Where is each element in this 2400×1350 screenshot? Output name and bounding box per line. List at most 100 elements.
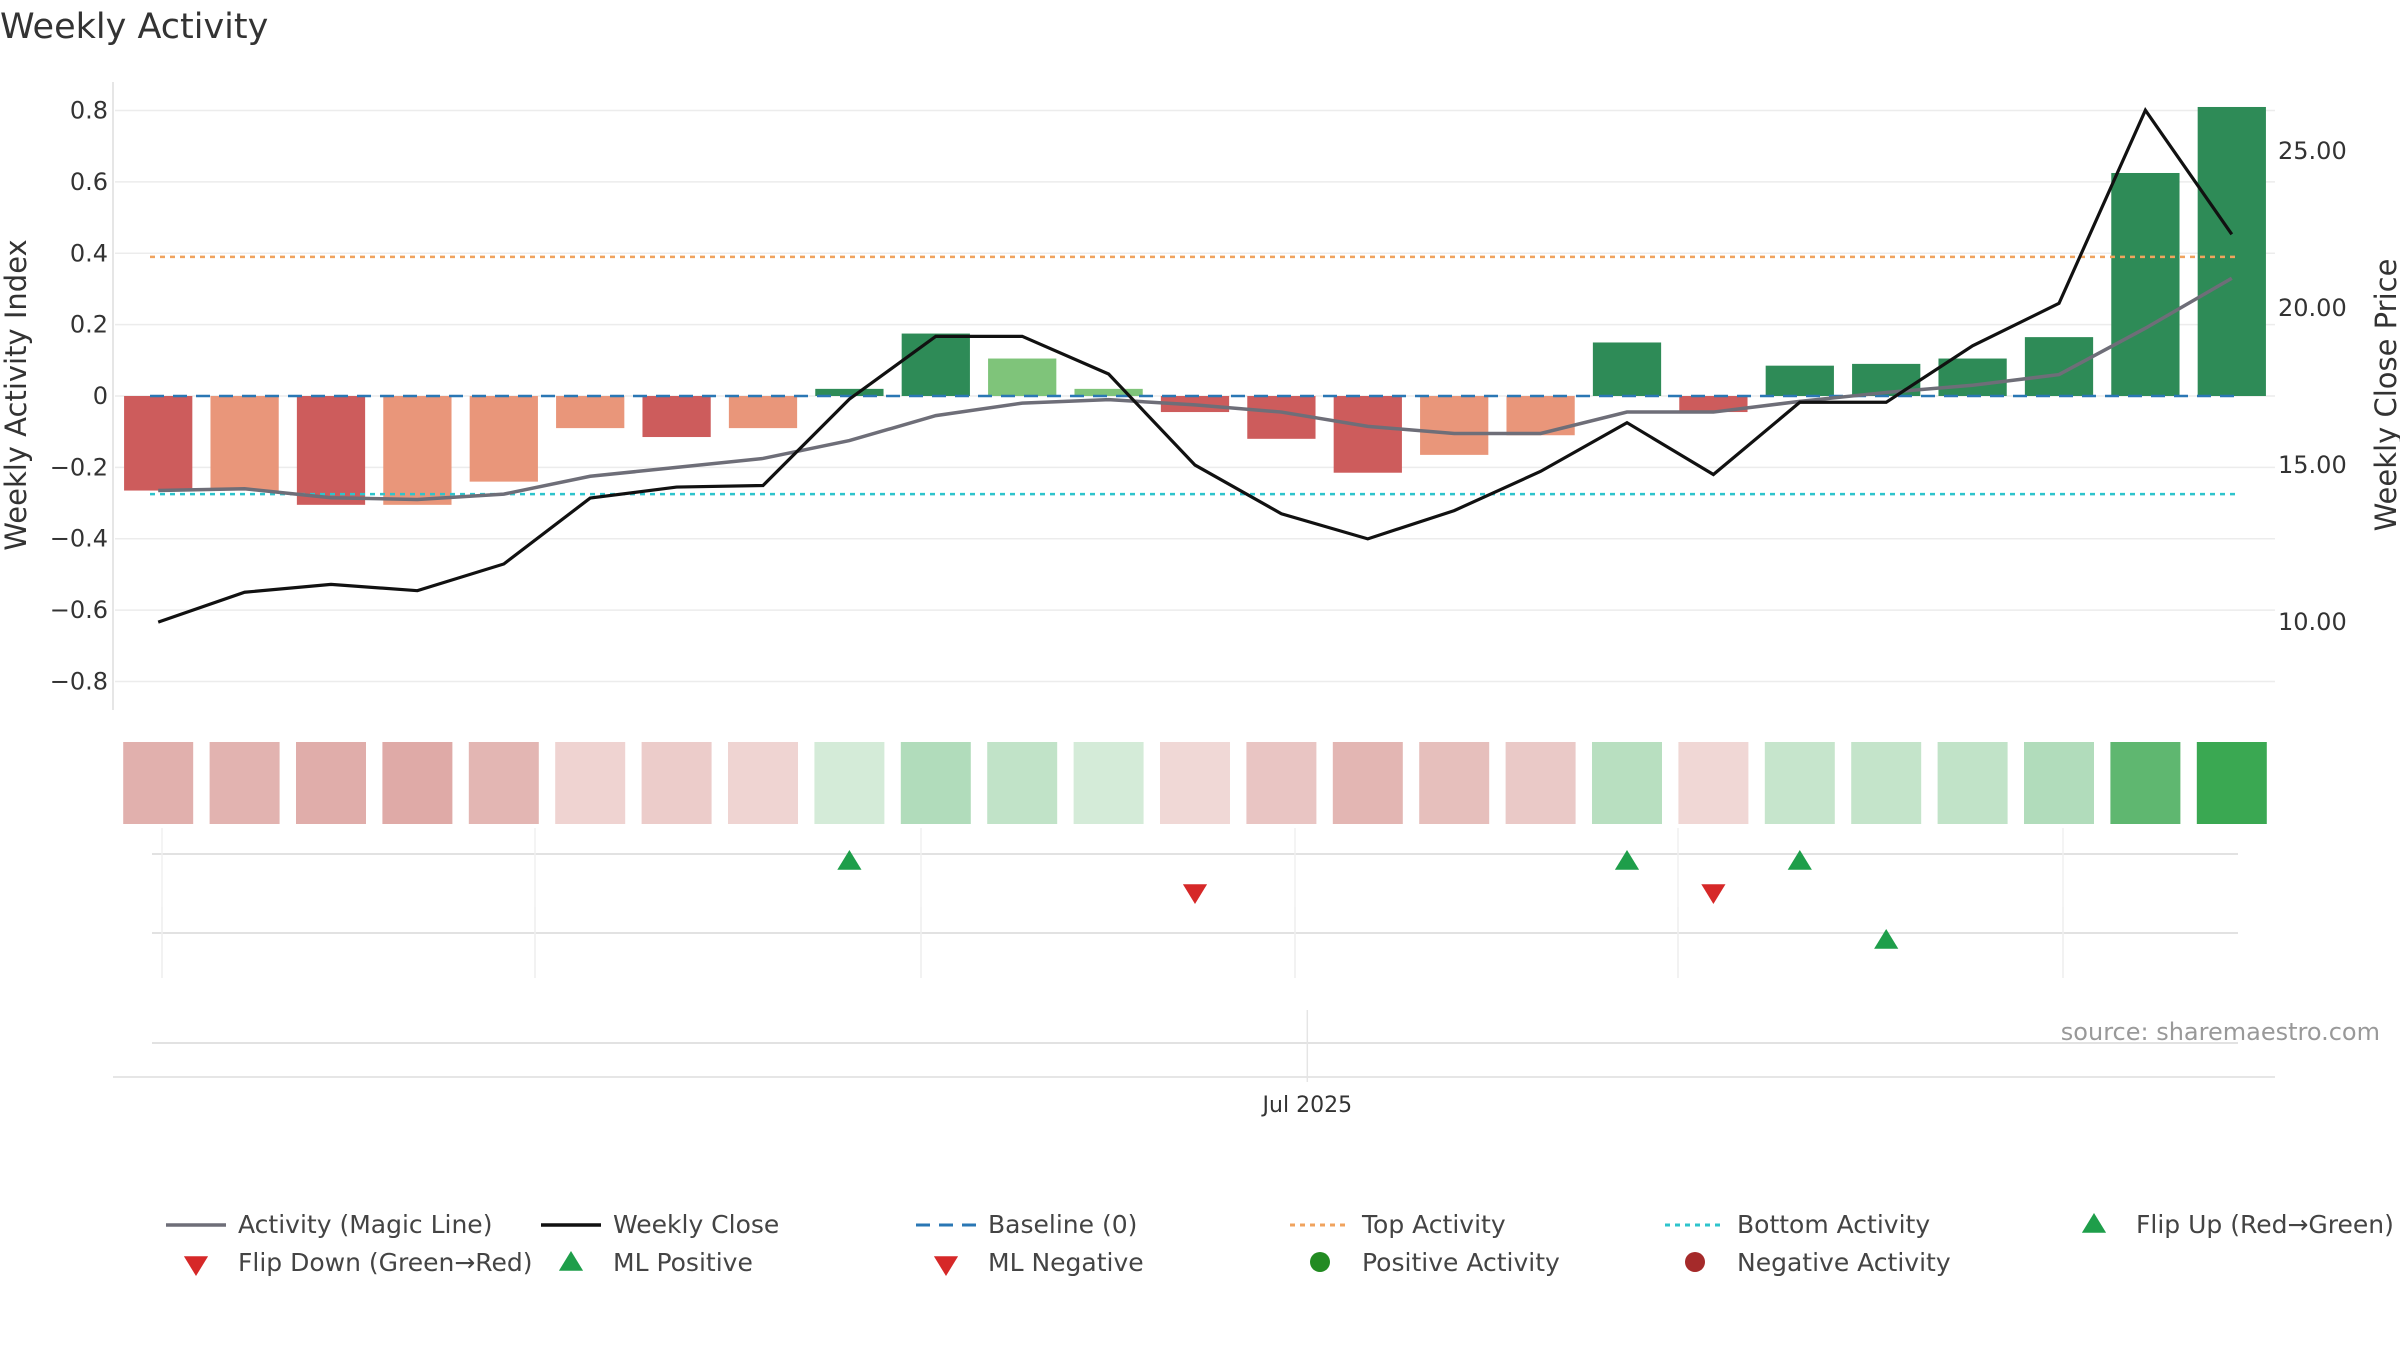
heat-cell (814, 742, 885, 824)
flip-up-marker (1614, 850, 1640, 870)
y2-tick-label: 25.00 (2278, 137, 2347, 165)
activity-bar (728, 396, 798, 429)
legend-label: Activity (Magic Line) (238, 1210, 492, 1239)
heat-cell (1160, 742, 1230, 824)
legend-swatch-triangle-down (933, 1256, 959, 1276)
heat-cell (1332, 742, 1403, 824)
flip-up-marker (837, 850, 862, 870)
activity-bar (1765, 365, 1834, 396)
heat-cell (296, 742, 366, 824)
activity-bar (556, 396, 625, 429)
flip-down-marker (1701, 884, 1726, 904)
legend-item: Baseline (0) (916, 1210, 1137, 1239)
activity-bar (210, 396, 279, 491)
y-tick-label: −0.2 (50, 453, 108, 481)
heat-cell (1419, 742, 1490, 824)
heat-cell (987, 742, 1058, 824)
heat-cell (1937, 742, 2008, 824)
legend-label: ML Negative (988, 1248, 1144, 1277)
legend-label: Bottom Activity (1737, 1210, 1930, 1239)
activity-bar (988, 358, 1057, 396)
heat-cell (641, 742, 712, 824)
heat-cell (1505, 742, 1576, 824)
y-tick-label: 0.8 (70, 97, 108, 125)
legend-item: Negative Activity (1685, 1248, 1951, 1277)
legend-label: Baseline (0) (988, 1210, 1137, 1239)
legend-swatch-dot (1685, 1252, 1705, 1272)
activity-bars (124, 106, 2266, 505)
legend-swatch-triangle-up (558, 1251, 584, 1271)
activity-bar (815, 388, 884, 396)
legend-label: Flip Up (Red→Green) (2136, 1210, 2394, 1239)
chart-title: Weekly Activity (0, 7, 268, 47)
signal-panels (113, 828, 2275, 1082)
legend-swatch-dot (1310, 1252, 1330, 1272)
activity-bar (1938, 358, 2007, 396)
y-tick-label: −0.8 (50, 667, 108, 695)
y-tick-label: 0.6 (70, 168, 108, 196)
heat-cell (2110, 742, 2181, 824)
activity-bar (1074, 388, 1143, 396)
series-lines (157, 107, 2234, 624)
heat-cell (1678, 742, 1749, 824)
legend-item: Weekly Close (541, 1210, 779, 1239)
activity-bar (642, 396, 711, 438)
source-note: source: sharemaestro.com (2061, 1018, 2380, 1046)
legend-label: Top Activity (1361, 1210, 1506, 1239)
y2-tick-label: 15.00 (2278, 451, 2347, 479)
weekly-close-series (157, 107, 2234, 624)
heat-cell (2024, 742, 2094, 824)
flip-down-marker (1182, 884, 1208, 904)
heat-cell (1764, 742, 1835, 824)
legend: Activity (Magic Line) Weekly Close Baselin… (166, 1210, 2394, 1277)
y-tick-label: 0.2 (70, 311, 108, 339)
activity-bar (469, 396, 538, 482)
heat-cell (900, 742, 971, 824)
legend-swatch-triangle-up (2081, 1213, 2107, 1233)
activity-bar (124, 396, 193, 491)
y2-tick-label: 10.00 (2278, 608, 2347, 636)
legend-swatch-triangle-down (183, 1256, 209, 1276)
legend-item: Top Activity (1290, 1210, 1506, 1239)
y-tick-label: −0.4 (50, 525, 108, 553)
activity-bar (1679, 396, 1748, 413)
activity-heat-strip (123, 742, 2267, 824)
legend-item: Activity (Magic Line) (166, 1210, 492, 1239)
legend-item: ML Negative (933, 1248, 1144, 1277)
heat-cell (1073, 742, 1144, 824)
legend-item: Flip Down (Green→Red) (183, 1248, 533, 1277)
heat-cell (382, 742, 453, 824)
activity-bar (901, 333, 970, 396)
y-tick-label: 0.4 (70, 239, 108, 267)
heat-cell (2196, 742, 2267, 824)
legend-item: Flip Up (Red→Green) (2081, 1210, 2394, 1239)
activity-bar (2024, 337, 2094, 396)
legend-item: ML Positive (558, 1248, 753, 1277)
activity-bar (1592, 342, 1662, 396)
legend-item: Bottom Activity (1665, 1210, 1930, 1239)
heat-cell (209, 742, 280, 824)
heat-cell (468, 742, 539, 824)
heat-cell (1592, 742, 1662, 824)
legend-label: Positive Activity (1362, 1248, 1560, 1277)
ml-positive-marker (1874, 929, 1899, 949)
heat-cell (555, 742, 626, 824)
legend-label: Negative Activity (1737, 1248, 1951, 1277)
flip-up-marker (1787, 850, 1812, 870)
magic-line-series (158, 276, 2233, 502)
y-axis-label: Weekly Activity Index (0, 239, 33, 550)
legend-label: ML Positive (613, 1248, 753, 1277)
x-tick-label: Jul 2025 (1261, 1093, 1353, 1118)
legend-label: Weekly Close (613, 1210, 779, 1239)
y-tick-label: 0 (93, 382, 108, 410)
activity-bar (2197, 106, 2266, 397)
legend-label: Flip Down (Green→Red) (238, 1248, 533, 1277)
heat-cell (1246, 742, 1317, 824)
activity-bar (2111, 172, 2180, 396)
heat-cell (728, 742, 798, 824)
axes: 0.8 0.6 0.4 0.2 0 −0.2 −0.4 −0.6 −0.8 25.00 20.00 1… (50, 82, 2347, 710)
legend-item: Positive Activity (1310, 1248, 1560, 1277)
y2-tick-label: 20.00 (2278, 294, 2347, 322)
y2-axis-label: Weekly Close Price (2369, 259, 2400, 532)
